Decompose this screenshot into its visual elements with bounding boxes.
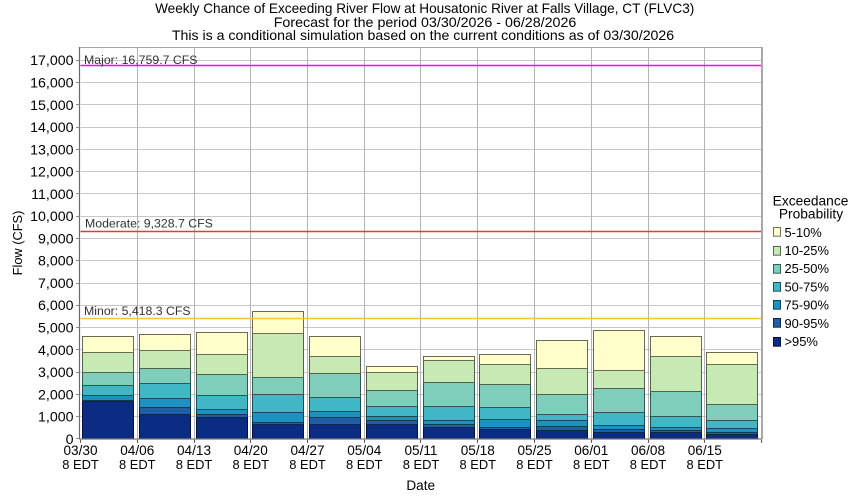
svg-text:8 EDT: 8 EDT — [232, 457, 269, 472]
svg-text:06/08: 06/08 — [631, 443, 665, 458]
svg-text:8 EDT: 8 EDT — [573, 457, 610, 472]
svg-text:>95%: >95% — [785, 334, 818, 349]
svg-text:10,000: 10,000 — [30, 209, 74, 225]
svg-text:9,000: 9,000 — [38, 231, 74, 247]
svg-text:05/18: 05/18 — [461, 443, 495, 458]
svg-text:8 EDT: 8 EDT — [176, 457, 213, 472]
svg-text:8 EDT: 8 EDT — [686, 457, 723, 472]
svg-text:75-90%: 75-90% — [785, 298, 829, 313]
svg-text:06/15: 06/15 — [688, 443, 722, 458]
svg-text:12,000: 12,000 — [30, 165, 74, 181]
svg-text:90-95%: 90-95% — [785, 316, 829, 331]
svg-text:05/04: 05/04 — [347, 443, 381, 458]
svg-text:Date: Date — [406, 478, 435, 493]
svg-text:05/11: 05/11 — [404, 443, 437, 458]
svg-text:04/13: 04/13 — [177, 443, 211, 458]
svg-text:5-10%: 5-10% — [785, 225, 822, 240]
svg-text:1,000: 1,000 — [38, 410, 74, 426]
svg-text:50-75%: 50-75% — [785, 279, 829, 294]
svg-text:8,000: 8,000 — [38, 254, 74, 270]
svg-text:7,000: 7,000 — [38, 276, 74, 292]
svg-text:Probability: Probability — [779, 207, 843, 222]
svg-text:04/27: 04/27 — [290, 443, 324, 458]
svg-text:0: 0 — [66, 432, 74, 448]
svg-text:6,000: 6,000 — [38, 298, 74, 314]
svg-text:25-50%: 25-50% — [785, 261, 829, 276]
svg-text:13,000: 13,000 — [30, 142, 74, 158]
svg-text:11,000: 11,000 — [31, 187, 73, 203]
svg-text:10-25%: 10-25% — [785, 243, 829, 258]
svg-text:16,000: 16,000 — [30, 76, 74, 92]
svg-text:8 EDT: 8 EDT — [516, 457, 553, 472]
svg-text:3,000: 3,000 — [38, 365, 74, 381]
svg-text:8 EDT: 8 EDT — [346, 457, 383, 472]
svg-text:04/06: 04/06 — [120, 443, 154, 458]
svg-text:4,000: 4,000 — [38, 343, 74, 359]
svg-text:04/20: 04/20 — [234, 443, 268, 458]
svg-text:03/30: 03/30 — [63, 443, 97, 458]
svg-text:5,000: 5,000 — [38, 321, 74, 337]
svg-text:2,000: 2,000 — [38, 387, 74, 403]
svg-text:8 EDT: 8 EDT — [630, 457, 667, 472]
svg-text:8 EDT: 8 EDT — [62, 457, 99, 472]
svg-text:Flow (CFS): Flow (CFS) — [10, 211, 25, 276]
svg-text:This is a conditional simulati: This is a conditional simulation based o… — [172, 27, 674, 43]
svg-text:14,000: 14,000 — [30, 120, 74, 136]
svg-text:Exceedance: Exceedance — [773, 194, 849, 209]
svg-text:Weekly Chance of Exceeding Riv: Weekly Chance of Exceeding River Flow at… — [155, 1, 694, 16]
svg-text:05/25: 05/25 — [517, 443, 551, 458]
svg-text:17,000: 17,000 — [30, 53, 74, 69]
svg-text:Moderate: 9,328.7 CFS: Moderate: 9,328.7 CFS — [85, 217, 213, 231]
svg-text:Forecast for the period 03/30/: Forecast for the period 03/30/2026 - 06/… — [274, 15, 577, 31]
svg-text:06/01: 06/01 — [574, 443, 608, 458]
svg-text:15,000: 15,000 — [30, 98, 74, 114]
svg-text:8 EDT: 8 EDT — [459, 457, 496, 472]
svg-text:8 EDT: 8 EDT — [403, 457, 440, 472]
svg-text:8 EDT: 8 EDT — [289, 457, 326, 472]
svg-text:Minor: 5,418.3 CFS: Minor: 5,418.3 CFS — [84, 304, 191, 318]
svg-text:Major: 16,759.7 CFS: Major: 16,759.7 CFS — [84, 53, 197, 67]
svg-text:8 EDT: 8 EDT — [119, 457, 156, 472]
